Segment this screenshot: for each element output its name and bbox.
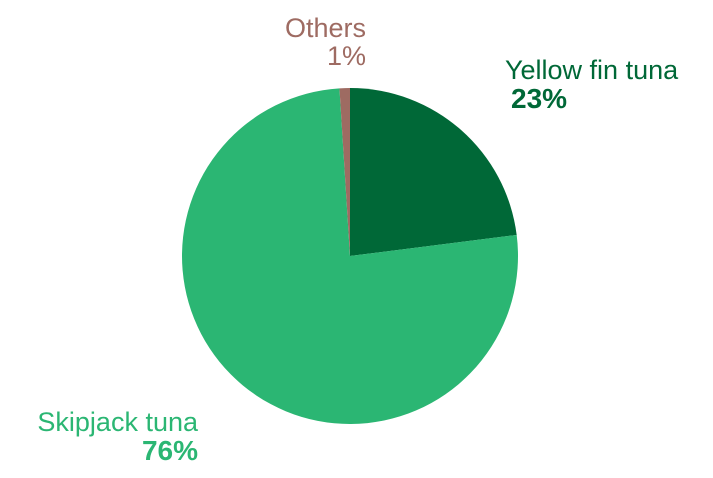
slice-percent-others: 1% [326,41,366,72]
slice-percent-skipjack-tuna: 76% [141,435,198,467]
slice-percent-yellow-fin-tuna: 23% [511,83,568,115]
slice-name-skipjack-tuna: Skipjack tuna [37,407,198,437]
pie-slice-skipjack-tuna [182,88,518,425]
pie-slice-yellow-fin-tuna [350,88,517,256]
slice-label-others: Others 1% [270,14,366,71]
pie-slice-others [339,88,350,256]
slice-name-others: Others [284,13,366,43]
pie-slices [182,88,518,425]
slice-label-yellow-fin-tuna: Yellow fin tuna 23% [505,56,678,114]
slice-name-yellow-fin-tuna: Yellow fin tuna [505,55,679,85]
slice-label-skipjack-tuna: Skipjack tuna 76% [22,408,198,466]
